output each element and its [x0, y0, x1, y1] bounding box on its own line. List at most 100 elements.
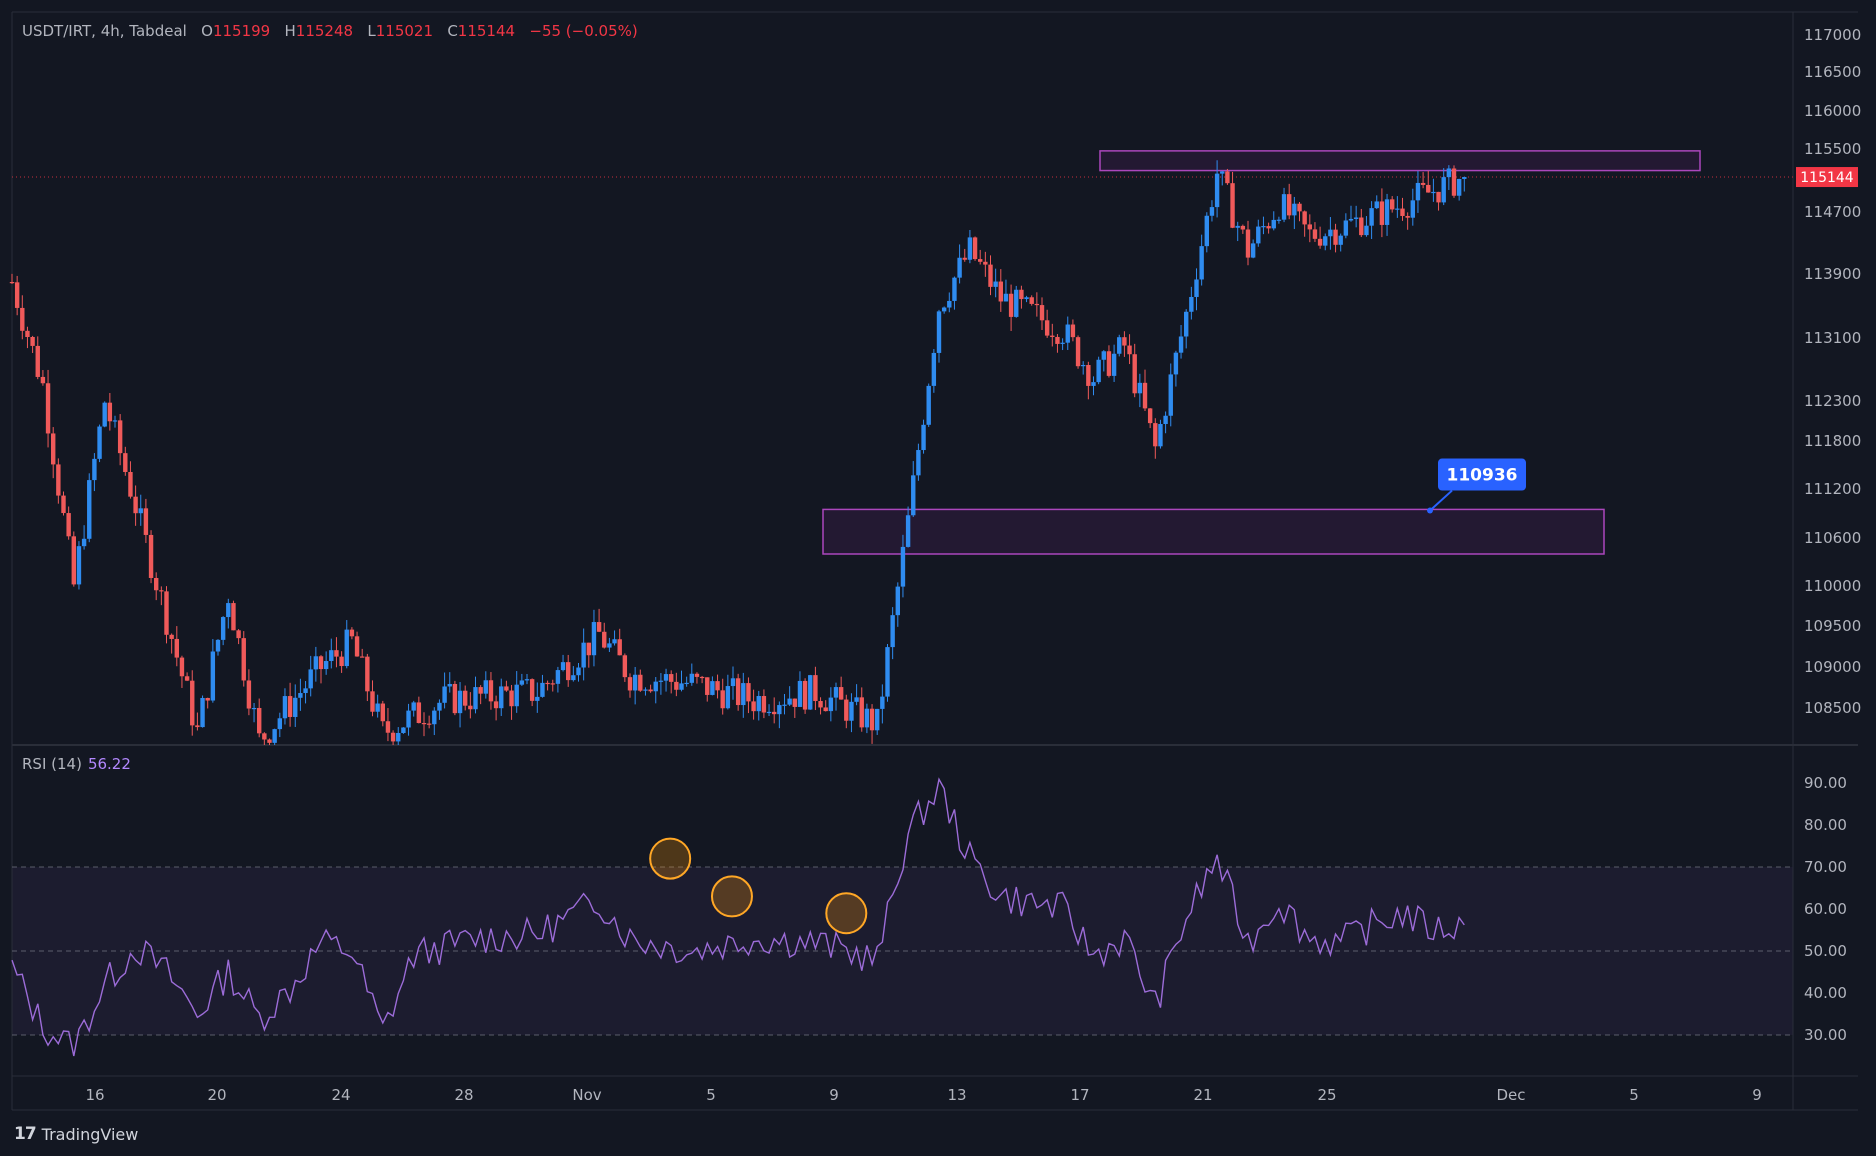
candle-body — [1297, 203, 1302, 212]
candle-body — [1420, 182, 1426, 185]
date-tick-label: 9 — [829, 1086, 839, 1104]
candle-body — [133, 496, 138, 514]
candle-body — [92, 458, 97, 481]
candle-body — [916, 450, 921, 476]
date-tick-label: 16 — [85, 1086, 104, 1104]
candle-body — [844, 699, 849, 721]
candle-body — [1348, 218, 1354, 221]
candle-body — [468, 705, 473, 710]
candle-body — [81, 538, 87, 547]
candle-body — [936, 311, 942, 353]
price-tick-label: 111800 — [1804, 432, 1861, 450]
candle-body — [529, 679, 535, 701]
rsi-line — [11, 777, 1465, 1057]
candle-body — [1374, 201, 1379, 209]
candle-body — [40, 376, 46, 384]
candle-body — [875, 708, 880, 731]
candle-body — [1034, 303, 1040, 306]
candle-body — [808, 675, 813, 710]
date-tick-label: 24 — [331, 1086, 350, 1104]
price-tick-label: 112300 — [1804, 392, 1861, 410]
candle-body — [1070, 324, 1076, 338]
tradingview-brand[interactable]: 17 TradingView — [14, 1124, 138, 1144]
candle-body — [1101, 351, 1106, 360]
candle-body — [602, 631, 607, 648]
date-tick-label: 21 — [1193, 1086, 1212, 1104]
candle-body — [761, 696, 767, 713]
candle-body — [437, 702, 442, 711]
candle-body — [1384, 199, 1390, 225]
candle-body — [179, 657, 185, 677]
candle-body — [1029, 297, 1034, 304]
candle-body — [1235, 225, 1240, 228]
candle-body — [1307, 224, 1312, 230]
candle-body — [277, 718, 282, 730]
candle-body — [838, 687, 844, 700]
candle-body — [705, 677, 710, 695]
candle-body — [813, 675, 818, 702]
candle-body — [643, 689, 648, 691]
candle-body — [632, 674, 638, 691]
price-tick-label: 108500 — [1804, 699, 1861, 717]
date-tick-label: 17 — [1070, 1086, 1089, 1104]
candle-body — [1271, 219, 1276, 229]
candle-body — [746, 683, 751, 702]
candle-body — [220, 617, 226, 640]
candle-body — [560, 662, 566, 671]
candle-body — [200, 697, 205, 728]
rsi-tick-label: 70.00 — [1804, 858, 1847, 876]
candle-body — [401, 727, 406, 733]
candle-body — [1333, 229, 1338, 245]
candle-body — [1240, 225, 1246, 230]
brand-name: TradingView — [41, 1124, 139, 1144]
candle-body — [524, 679, 530, 681]
candle-body — [390, 732, 396, 742]
candle-body — [1127, 345, 1132, 355]
candle-body — [947, 300, 952, 308]
candle-body — [581, 642, 586, 668]
candle-body — [792, 698, 797, 707]
candle-body — [1014, 289, 1019, 317]
candle-body — [1292, 203, 1297, 216]
candle-body — [488, 680, 494, 702]
candle-body — [1400, 208, 1405, 216]
candle-body — [190, 680, 195, 726]
candle-body — [61, 495, 66, 514]
candle-body — [154, 577, 159, 591]
candle-body — [617, 639, 622, 656]
candle-body — [957, 257, 962, 278]
candle-body — [550, 683, 555, 685]
rsi-highlight-circle-1 — [649, 837, 692, 880]
open-value: 115199 — [212, 22, 271, 40]
candle-body — [457, 690, 463, 714]
candle-body — [1415, 182, 1421, 201]
candle-body — [174, 638, 179, 658]
candle-body — [787, 698, 792, 705]
candle-body — [931, 352, 937, 386]
last-price-label: 115144 — [1800, 170, 1854, 186]
candle-body — [576, 667, 581, 676]
candle-body — [1158, 423, 1163, 447]
rsi-value: 56.22 — [87, 755, 131, 773]
candle-body — [1338, 235, 1343, 245]
candle-body — [900, 546, 906, 587]
candle-body — [1086, 364, 1091, 386]
candle-body — [128, 471, 133, 497]
rsi-band-fill — [12, 867, 1793, 1035]
candle-body — [591, 622, 597, 656]
candle-body — [663, 674, 669, 681]
candle-body — [1328, 229, 1333, 237]
candle-body — [1250, 243, 1256, 258]
symbol-title: USDT/IRT, 4h, Tabdeal — [22, 22, 187, 40]
candle-body — [730, 678, 736, 687]
price-tick-label: 110000 — [1804, 577, 1861, 595]
candle-body — [169, 634, 174, 639]
candle-body — [926, 385, 931, 425]
candle-body — [735, 678, 741, 706]
candle-body — [504, 686, 509, 691]
rsi-highlight-circle-2 — [710, 875, 753, 918]
candle-body — [51, 433, 56, 465]
candle-body — [972, 237, 978, 260]
candle-body — [1019, 289, 1024, 300]
